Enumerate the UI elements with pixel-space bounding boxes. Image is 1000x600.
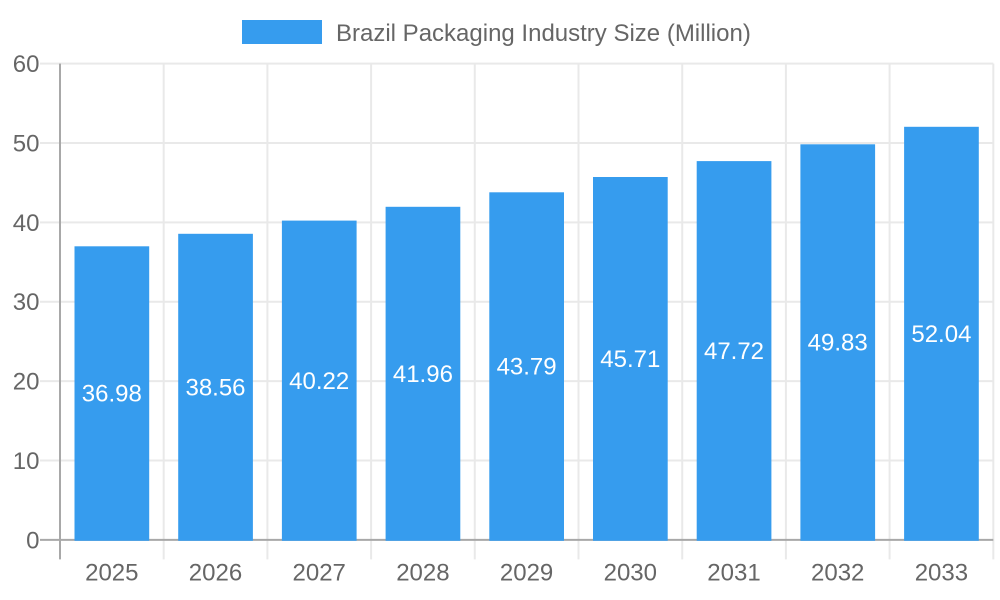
svg-text:30: 30 [13,289,40,316]
svg-text:60: 60 [13,51,40,78]
svg-text:40.22: 40.22 [289,368,349,395]
svg-text:38.56: 38.56 [185,374,245,401]
svg-text:10: 10 [13,448,40,475]
svg-text:49.83: 49.83 [808,330,868,357]
svg-text:47.72: 47.72 [704,338,764,365]
svg-text:2029: 2029 [500,560,553,587]
svg-text:2033: 2033 [915,560,968,587]
svg-text:45.71: 45.71 [600,346,660,373]
svg-text:41.96: 41.96 [393,361,453,388]
svg-text:0: 0 [26,527,39,554]
svg-text:2025: 2025 [85,560,138,587]
svg-text:43.79: 43.79 [497,354,557,381]
svg-text:2031: 2031 [707,560,760,587]
svg-text:40: 40 [13,210,40,237]
svg-text:20: 20 [13,369,40,396]
svg-text:52.04: 52.04 [911,321,971,348]
svg-text:2027: 2027 [293,560,346,587]
svg-text:36.98: 36.98 [82,381,142,408]
svg-text:2030: 2030 [604,560,657,587]
svg-text:2026: 2026 [189,560,242,587]
svg-text:Brazil Packaging Industry Size: Brazil Packaging Industry Size (Million) [336,20,751,47]
svg-text:2032: 2032 [811,560,864,587]
svg-text:50: 50 [13,131,40,158]
svg-text:2028: 2028 [396,560,449,587]
